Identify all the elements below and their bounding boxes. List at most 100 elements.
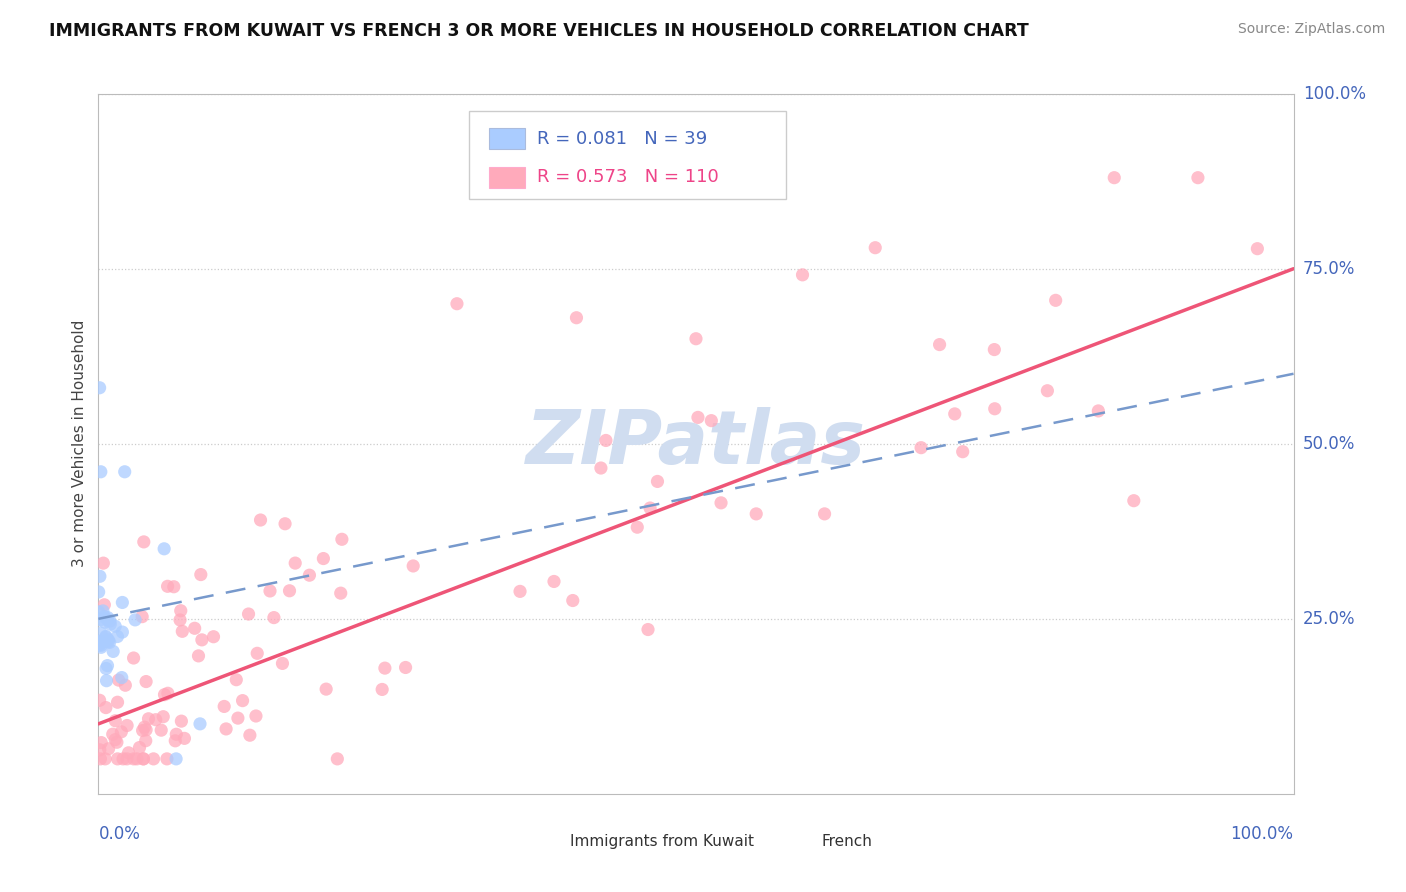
Point [245,709,267,723]
Point [212,699,235,714]
Point [156,752,179,766]
Text: 50.0%: 50.0% [1303,434,1355,453]
Point [101,644,124,658]
Point [249,513,271,527]
Bar [489,167,524,188]
Point [90,626,112,640]
Point [246,646,269,660]
Point [169,613,191,627]
Text: 100.0%: 100.0% [1303,85,1367,103]
Point [89,634,111,648]
Point [94,752,117,766]
Text: R = 0.081   N = 39: R = 0.081 N = 39 [537,130,707,148]
Point [128,740,150,755]
Point [170,714,193,728]
Point [104,732,127,747]
Point [122,752,145,766]
Point [190,567,212,582]
Point [150,723,173,738]
Point [138,712,160,726]
Point [98,617,121,632]
Point [202,630,225,644]
Point [90,640,112,655]
Point [647,475,669,489]
Point [115,752,138,766]
Point [97,632,120,647]
Point [110,724,132,739]
Point [131,609,153,624]
Point [239,728,262,742]
Point [163,580,186,594]
Point [89,752,111,766]
Point [89,381,111,395]
Point [165,727,187,741]
Point [274,516,297,531]
Point [298,568,321,582]
Point [156,686,179,700]
Point [135,674,157,689]
Point [984,401,1007,416]
Point [124,613,146,627]
Point [90,465,112,479]
Point [87,585,110,599]
Point [111,671,134,685]
Point [312,551,335,566]
Point [114,465,136,479]
Point [226,711,249,725]
Point [188,717,211,731]
Point [1246,242,1268,256]
Point [117,746,139,760]
Point [165,752,187,766]
Point [943,407,966,421]
Point [263,610,285,624]
Point [1045,293,1067,308]
Point [371,682,394,697]
Text: Immigrants from Kuwait: Immigrants from Kuwait [571,834,755,849]
Point [97,613,120,627]
Point [97,610,120,624]
Point [172,624,194,639]
Point [97,741,120,756]
Point [89,638,111,652]
Point [191,632,214,647]
Point [928,337,950,351]
FancyBboxPatch shape [470,112,786,199]
Point [135,723,157,737]
Point [104,619,127,633]
Point [96,658,118,673]
Point [125,752,148,766]
Point [142,752,165,766]
Point [132,752,155,766]
Point [284,556,307,570]
Point [114,678,136,692]
Point [278,583,301,598]
Point [509,584,531,599]
Point [1036,384,1059,398]
Point [259,584,281,599]
Point [152,709,174,723]
Point [132,535,155,549]
Point [93,598,115,612]
Text: 75.0%: 75.0% [1303,260,1355,277]
Point [865,241,887,255]
Point [215,722,238,736]
Point [89,569,111,583]
Point [111,625,134,640]
Text: 25.0%: 25.0% [1303,610,1355,628]
Point [91,604,114,618]
Point [98,614,121,628]
Point [132,752,155,766]
Text: IMMIGRANTS FROM KUWAIT VS FRENCH 3 OR MORE VEHICLES IN HOUSEHOLD CORRELATION CHA: IMMIGRANTS FROM KUWAIT VS FRENCH 3 OR MO… [49,22,1029,40]
Point [626,520,648,534]
Point [952,444,974,458]
Point [446,296,468,311]
Point [170,604,193,618]
Point [90,638,112,652]
Point [156,579,179,593]
Point [89,613,111,627]
Point [91,634,114,648]
Point [394,660,416,674]
Point [105,735,128,749]
Point [97,634,120,648]
Point [589,461,612,475]
